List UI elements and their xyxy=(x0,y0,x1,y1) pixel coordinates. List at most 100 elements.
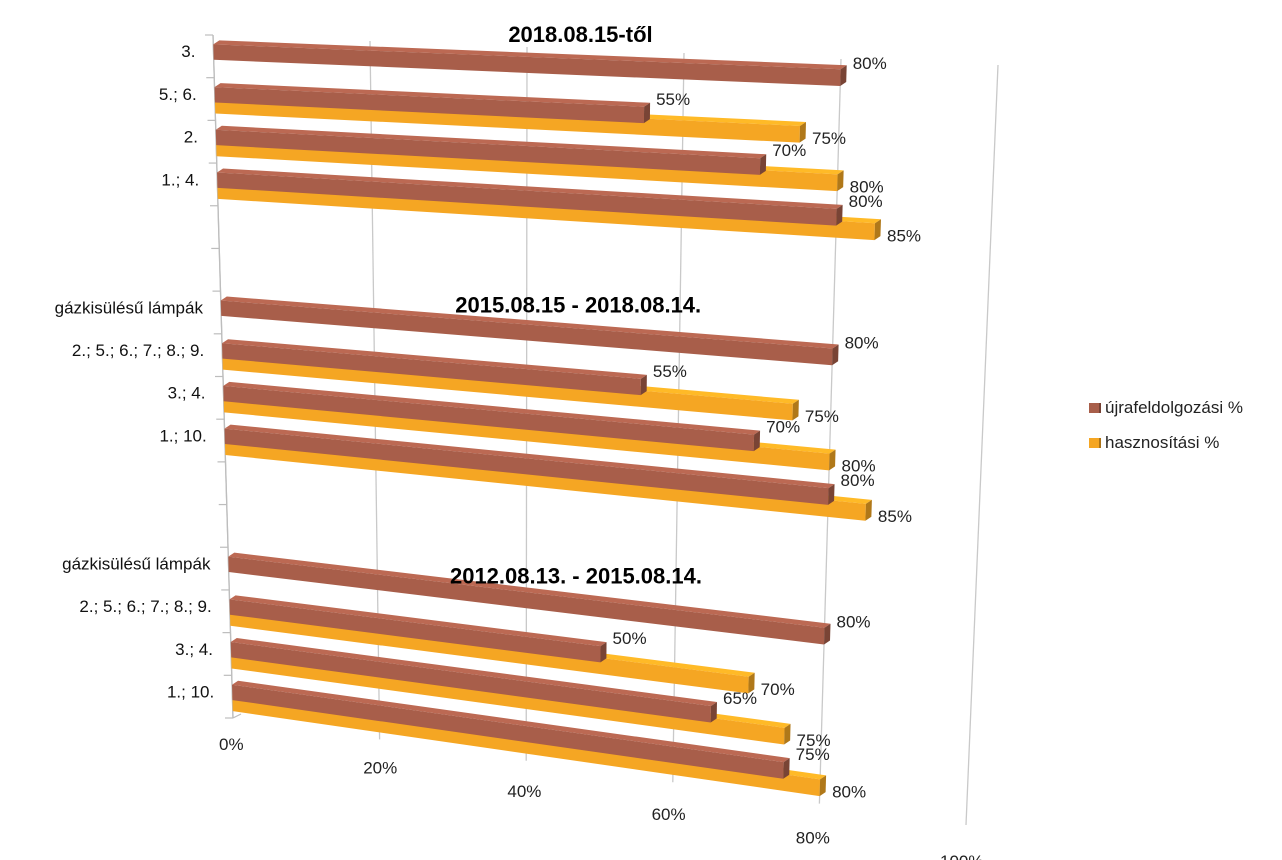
bar-hasznositasi-end xyxy=(829,449,836,471)
bar-ujrafeldolgozasi xyxy=(232,680,790,779)
bar-ujrafeldolgozasi-face xyxy=(228,556,825,645)
x-tick-label: 40% xyxy=(507,782,541,801)
bar-ujrafeldolgozasi-end xyxy=(828,484,835,505)
bar-ujrafeldolgozasi-face xyxy=(215,129,761,175)
bar-ujrafeldolgozasi xyxy=(223,381,761,452)
bar-ujrafeldolgozasi-face xyxy=(230,642,711,723)
bar-ujrafeldolgozasi-face xyxy=(214,87,645,124)
value-label-hasznositasi: 75% xyxy=(797,731,831,750)
bar-ujrafeldolgozasi-end xyxy=(643,102,651,124)
category-label: 3.; 4. xyxy=(175,640,213,659)
bar-ujrafeldolgozasi-face xyxy=(232,684,784,779)
bar-ujrafeldolgozasi xyxy=(215,125,767,175)
value-label-ujrafeldolgozasi: 55% xyxy=(656,90,690,109)
bar-ujrafeldolgozasi-end xyxy=(600,642,607,663)
bar-ujrafeldolgozasi-top xyxy=(214,83,651,107)
x-tick-label: 100% xyxy=(940,852,983,860)
bar-ujrafeldolgozasi-end xyxy=(759,154,767,175)
value-label-hasznositasi: 80% xyxy=(842,457,876,476)
labels: 2018.08.15-től 3. 80% 5.; 6. 55% 75% 2. 70% 80% 1… xyxy=(55,22,984,860)
value-label-hasznositasi: 80% xyxy=(850,177,884,196)
bar-ujrafeldolgozasi-face xyxy=(224,428,829,505)
bar-ujrafeldolgozasi xyxy=(229,595,607,663)
bar-ujrafeldolgozasi xyxy=(220,296,839,366)
bar-ujrafeldolgozasi-end xyxy=(753,430,761,452)
bar-hasznositasi-end xyxy=(748,672,755,694)
value-label-ujrafeldolgozasi: 80% xyxy=(849,192,883,211)
bar-ujrafeldolgozasi-top xyxy=(215,125,767,159)
bar-hasznositasi-end xyxy=(819,775,827,797)
x-tick-label: 60% xyxy=(652,805,686,824)
bar-ujrafeldolgozasi-top xyxy=(230,638,717,706)
bar-ujrafeldolgozasi xyxy=(222,339,647,396)
value-label-ujrafeldolgozasi: 70% xyxy=(772,141,806,160)
group-title: 2015.08.15 - 2018.08.14. xyxy=(455,293,701,318)
bar-ujrafeldolgozasi-end xyxy=(840,65,847,86)
bar-ujrafeldolgozasi-top xyxy=(217,168,843,209)
bar-ujrafeldolgozasi-face xyxy=(213,44,841,86)
category-label: 2.; 5.; 6.; 7.; 8.; 9. xyxy=(72,341,204,360)
value-label-ujrafeldolgozasi: 55% xyxy=(653,362,687,381)
value-label-ujrafeldolgozasi: 75% xyxy=(796,745,830,764)
value-label-ujrafeldolgozasi: 80% xyxy=(837,613,871,632)
value-label-ujrafeldolgozasi: 80% xyxy=(853,54,887,73)
bar-ujrafeldolgozasi-end xyxy=(783,758,790,779)
bar-ujrafeldolgozasi-top xyxy=(224,424,835,489)
category-label: 1.; 10. xyxy=(159,426,206,445)
legend-entry: hasznosítási % xyxy=(1105,433,1219,452)
value-label-hasznositasi: 80% xyxy=(832,782,866,801)
bar-ujrafeldolgozasi xyxy=(230,638,717,723)
bar-hasznositasi-end xyxy=(837,170,844,192)
bar-ujrafeldolgozasi-end xyxy=(836,204,843,226)
bar-ujrafeldolgozasi xyxy=(217,168,843,226)
value-label-hasznositasi: 85% xyxy=(878,507,912,526)
bar-ujrafeldolgozasi-end xyxy=(710,701,717,723)
bar-ujrafeldolgozasi-face xyxy=(222,343,641,396)
group-title: 2018.08.15-től xyxy=(508,22,652,47)
bar-ujrafeldolgozasi-face xyxy=(229,599,601,663)
x-tick-label: 0% xyxy=(219,735,244,754)
bar-ujrafeldolgozasi-face xyxy=(220,300,833,366)
bar-ujrafeldolgozasi-top xyxy=(229,595,607,647)
value-label-ujrafeldolgozasi: 80% xyxy=(845,333,879,352)
bar-ujrafeldolgozasi xyxy=(213,40,847,86)
gridline xyxy=(965,64,999,826)
value-label-ujrafeldolgozasi: 50% xyxy=(613,629,647,648)
bar-ujrafeldolgozasi-face xyxy=(217,172,837,226)
bar-ujrafeldolgozasi-top xyxy=(222,339,647,379)
value-label-hasznositasi: 70% xyxy=(761,680,795,699)
bar-hasznositasi-end xyxy=(799,121,806,143)
bar-hasznositasi-end xyxy=(792,399,799,421)
bar-hasznositasi-end xyxy=(865,499,872,521)
x-tick-label: 80% xyxy=(796,829,830,848)
category-label: gázkisülésű lámpák xyxy=(55,298,204,317)
category-label: 1.; 4. xyxy=(161,170,199,189)
legend: újrafeldolgozási % hasznosítási % xyxy=(1089,398,1243,452)
category-label: gázkisülésű lámpák xyxy=(62,554,211,573)
bar-ujrafeldolgozasi-top xyxy=(213,40,847,70)
bar-hasznositasi-end xyxy=(874,219,881,241)
bar-ujrafeldolgozasi xyxy=(228,552,831,645)
bar-ujrafeldolgozasi-end xyxy=(640,374,647,396)
bar-ujrafeldolgozasi-end xyxy=(824,623,831,645)
value-label-hasznositasi: 75% xyxy=(805,407,839,426)
legend-swatch-edge xyxy=(1099,438,1101,448)
value-label-ujrafeldolgozasi: 80% xyxy=(841,471,875,490)
value-label-hasznositasi: 75% xyxy=(812,129,846,148)
bar-ujrafeldolgozasi-top xyxy=(220,296,839,349)
bar-ujrafeldolgozasi xyxy=(224,424,835,505)
bar-hasznositasi-end xyxy=(784,723,791,745)
bar-ujrafeldolgozasi xyxy=(214,83,651,124)
legend-swatch xyxy=(1089,438,1099,448)
bars xyxy=(213,40,881,797)
category-label: 2. xyxy=(184,128,198,147)
category-label: 2.; 5.; 6.; 7.; 8.; 9. xyxy=(79,597,211,616)
axis-depth xyxy=(232,713,242,719)
legend-entry: újrafeldolgozási % xyxy=(1105,398,1243,417)
category-label: 1.; 10. xyxy=(167,683,214,702)
category-label: 3.; 4. xyxy=(168,384,206,403)
category-label: 3. xyxy=(181,42,195,61)
value-label-ujrafeldolgozasi: 65% xyxy=(723,689,757,708)
legend-swatch xyxy=(1089,403,1099,413)
